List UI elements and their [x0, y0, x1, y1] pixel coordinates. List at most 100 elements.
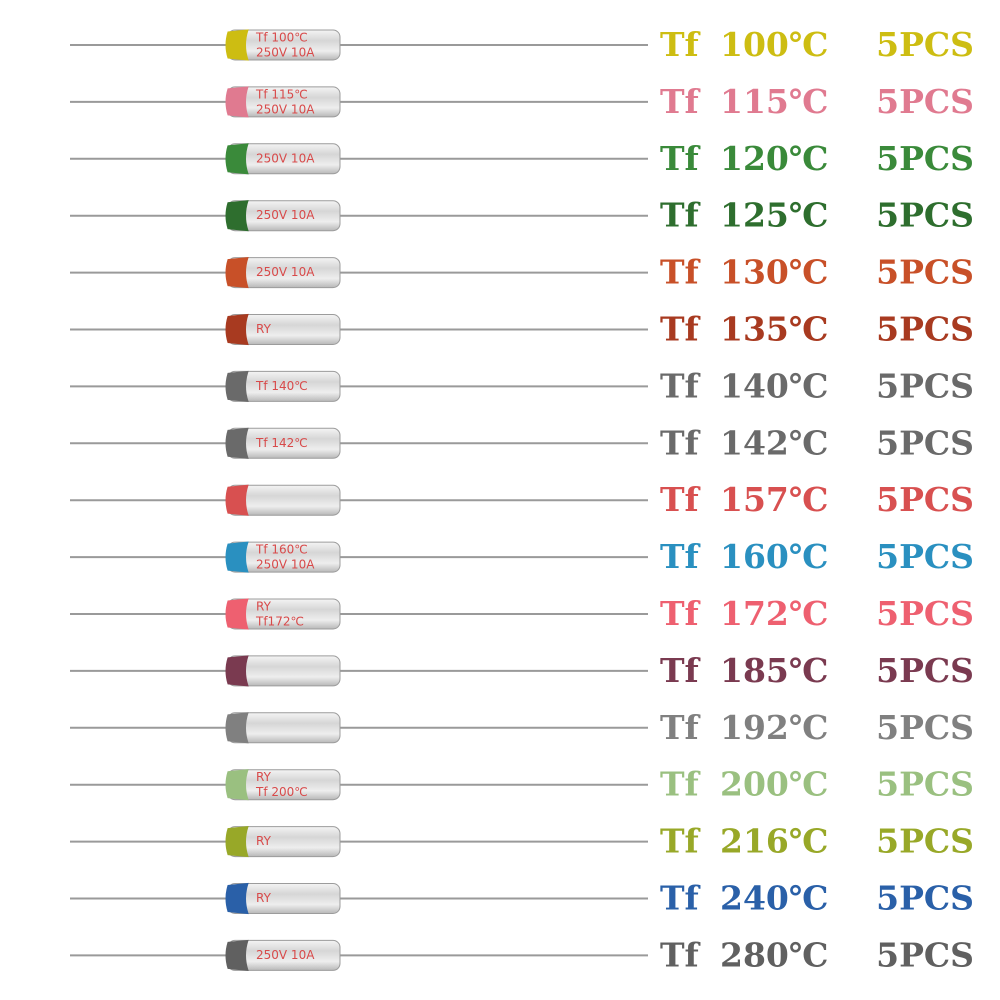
fuse-tip: [225, 257, 249, 289]
quantity-label: 5PCS: [876, 82, 974, 121]
tf-label: Tf: [660, 139, 701, 178]
fuse-tip: [225, 826, 249, 858]
tf-label: Tf: [660, 935, 701, 974]
fuse-marking: RY: [256, 322, 272, 336]
fuse-marking: Tf 115℃: [255, 87, 308, 101]
fuse-tip: [225, 143, 249, 175]
fuse-marking: Tf 100℃: [255, 31, 308, 45]
temperature-label: 172℃: [720, 594, 828, 633]
quantity-label: 5PCS: [876, 765, 974, 804]
fuse-marking: RY: [256, 770, 272, 784]
tf-label: Tf: [660, 310, 701, 349]
temperature-label: 160℃: [720, 537, 828, 576]
fuse-marking: RY: [256, 600, 272, 614]
fuse-marking: Tf 200℃: [255, 785, 308, 799]
quantity-label: 5PCS: [876, 651, 974, 690]
fuse-row: Tf 140℃ Tf 140℃ 5PCS: [70, 366, 974, 405]
fuse-tip: [225, 939, 249, 971]
quantity-label: 5PCS: [876, 423, 974, 462]
temperature-label: 140℃: [720, 366, 828, 405]
quantity-label: 5PCS: [876, 594, 974, 633]
quantity-label: 5PCS: [876, 310, 974, 349]
temperature-label: 157℃: [720, 480, 828, 519]
fuse-marking: Tf 142℃: [255, 436, 308, 450]
fuse-row: Tf 157℃ 5PCS: [70, 480, 974, 519]
fuse-tip: [225, 370, 249, 402]
temperature-label: 100℃: [720, 25, 828, 64]
fuse-tip: [225, 86, 249, 118]
quantity-label: 5PCS: [876, 935, 974, 974]
tf-label: Tf: [660, 366, 701, 405]
fuse-row: 250V 10A Tf 130℃ 5PCS: [70, 253, 974, 292]
fuse-tip: [225, 882, 249, 915]
quantity-label: 5PCS: [876, 253, 974, 292]
tf-label: Tf: [660, 423, 701, 462]
tf-label: Tf: [660, 594, 701, 633]
fuse-marking: Tf 140℃: [255, 379, 308, 393]
fuse-marking: 250V 10A: [256, 265, 315, 279]
fuse-marking: RY: [256, 891, 272, 905]
fuse-row: Tf 142℃ Tf 142℃ 5PCS: [70, 423, 974, 462]
tf-label: Tf: [660, 480, 701, 519]
fuse-marking: 250V 10A: [256, 102, 315, 116]
temperature-label: 120℃: [720, 139, 828, 178]
quantity-label: 5PCS: [876, 139, 974, 178]
fuse-marking: 250V 10A: [256, 558, 315, 572]
fuse-tip: [225, 655, 249, 687]
tf-label: Tf: [660, 765, 701, 804]
tf-label: Tf: [660, 82, 701, 121]
temperature-label: 216℃: [720, 822, 828, 861]
fuse-tip: [225, 427, 249, 459]
fuse-marking: Tf 160℃: [255, 543, 308, 557]
fuse-marking: 250V 10A: [256, 208, 315, 222]
temperature-label: 200℃: [720, 765, 828, 804]
temperature-label: 130℃: [720, 253, 828, 292]
fuse-tip: [225, 200, 249, 232]
quantity-label: 5PCS: [876, 879, 974, 918]
temperature-label: 135℃: [720, 310, 828, 349]
temperature-label: 185℃: [720, 651, 828, 690]
fuse-marking: 250V 10A: [256, 46, 315, 60]
quantity-label: 5PCS: [876, 480, 974, 519]
fuse-tip: [225, 313, 249, 346]
quantity-label: 5PCS: [876, 537, 974, 576]
fuse-tip: [225, 484, 249, 516]
fuse-row: RY Tf 135℃ 5PCS: [70, 310, 974, 349]
quantity-label: 5PCS: [876, 822, 974, 861]
tf-label: Tf: [660, 822, 701, 861]
tf-label: Tf: [660, 879, 701, 918]
quantity-label: 5PCS: [876, 366, 974, 405]
quantity-label: 5PCS: [876, 25, 974, 64]
fuse-tip: [225, 712, 249, 744]
tf-label: Tf: [660, 253, 701, 292]
fuse-tip: [225, 598, 249, 630]
fuse-row: RY Tf 240℃ 5PCS: [70, 879, 974, 918]
quantity-label: 5PCS: [876, 708, 974, 747]
fuse-tip: [225, 541, 249, 573]
temperature-label: 192℃: [720, 708, 828, 747]
tf-label: Tf: [660, 537, 701, 576]
fuse-tip: [225, 29, 249, 61]
temperature-label: 240℃: [720, 879, 828, 918]
fuse-marking: RY: [256, 834, 272, 848]
fuse-marking: 250V 10A: [256, 948, 315, 962]
quantity-label: 5PCS: [876, 196, 974, 235]
temperature-label: 142℃: [720, 423, 828, 462]
tf-label: Tf: [660, 196, 701, 235]
tf-label: Tf: [660, 25, 701, 64]
fuse-row: 250V 10A Tf 125℃ 5PCS: [70, 196, 974, 235]
fuse-row: RY Tf 216℃ 5PCS: [70, 822, 974, 861]
fuse-marking: 250V 10A: [256, 151, 315, 165]
fuse-row: Tf 192℃ 5PCS: [70, 708, 974, 747]
fuse-row: 250V 10A Tf 280℃ 5PCS: [70, 935, 974, 974]
fuse-row: 250V 10A Tf 120℃ 5PCS: [70, 139, 974, 178]
temperature-label: 125℃: [720, 196, 828, 235]
temperature-label: 115℃: [720, 82, 828, 121]
tf-label: Tf: [660, 708, 701, 747]
